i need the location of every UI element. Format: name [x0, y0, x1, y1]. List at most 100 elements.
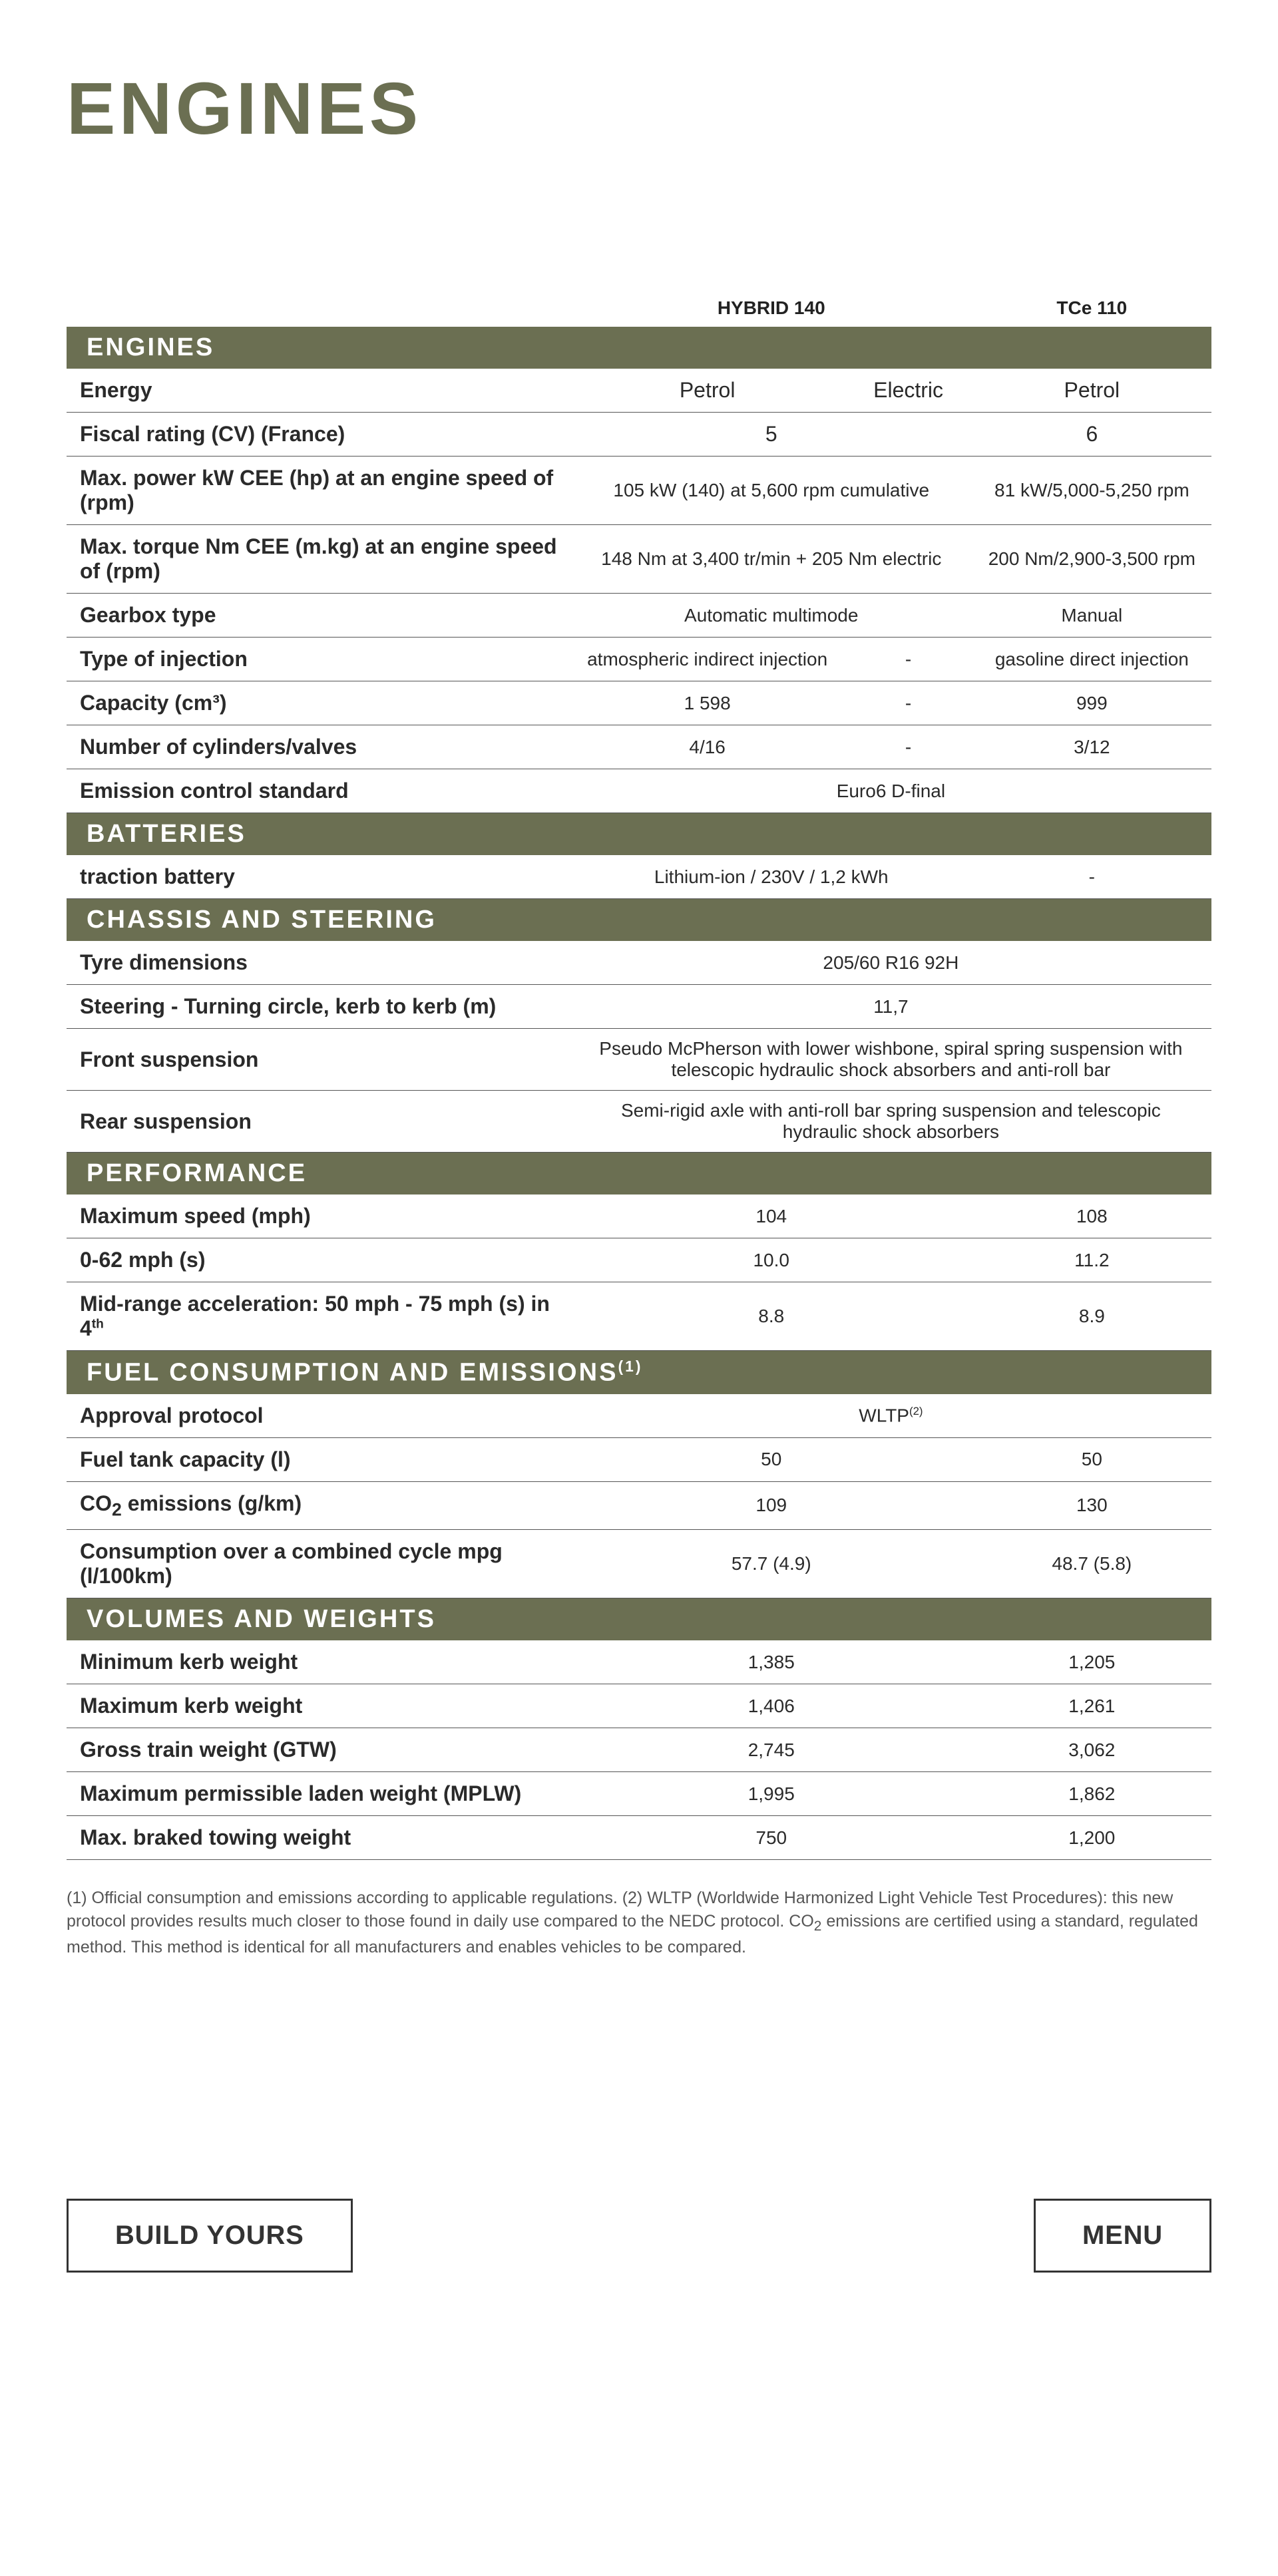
row-value: Lithium-ion / 230V / 1,2 kWh [570, 855, 972, 899]
row-value: 11.2 [972, 1238, 1211, 1282]
section-header: ENGINES [67, 327, 1211, 369]
row-value: 148 Nm at 3,400 tr/min + 205 Nm electric [570, 525, 972, 594]
row-label: Maximum permissible laden weight (MPLW) [67, 1772, 570, 1816]
row-label: Gross train weight (GTW) [67, 1728, 570, 1772]
table-row: Max. power kW CEE (hp) at an engine spee… [67, 457, 1211, 525]
section-header: FUEL CONSUMPTION AND EMISSIONS(1) [67, 1351, 1211, 1394]
section-header: VOLUMES AND WEIGHTS [67, 1598, 1211, 1641]
table-row: Fiscal rating (CV) (France)56 [67, 413, 1211, 457]
row-value: 57.7 (4.9) [570, 1530, 972, 1598]
row-value: 108 [972, 1195, 1211, 1238]
row-value: 8.8 [570, 1282, 972, 1351]
section-heading: BATTERIES [67, 813, 1211, 856]
row-label: Front suspension [67, 1029, 570, 1091]
row-value: WLTP(2) [570, 1394, 1211, 1438]
column-header-row: HYBRID 140TCe 110 [67, 284, 1211, 327]
row-value: - [844, 638, 972, 681]
row-label: Fiscal rating (CV) (France) [67, 413, 570, 457]
section-heading: FUEL CONSUMPTION AND EMISSIONS(1) [67, 1351, 1211, 1394]
row-value: Semi-rigid axle with anti-roll bar sprin… [570, 1091, 1211, 1153]
row-value: atmospheric indirect injection [570, 638, 845, 681]
footnote: (1) Official consumption and emissions a… [67, 1887, 1211, 1959]
row-label: Type of injection [67, 638, 570, 681]
row-value: 6 [972, 413, 1211, 457]
row-label: Max. braked towing weight [67, 1816, 570, 1860]
row-value: gasoline direct injection [972, 638, 1211, 681]
row-value: 200 Nm/2,900-3,500 rpm [972, 525, 1211, 594]
build-yours-button[interactable]: BUILD YOURS [67, 2199, 353, 2273]
row-value: 5 [570, 413, 972, 457]
row-value: 81 kW/5,000-5,250 rpm [972, 457, 1211, 525]
table-row: Capacity (cm³)1 598-999 [67, 681, 1211, 725]
row-value: 8.9 [972, 1282, 1211, 1351]
row-value: 1 598 [570, 681, 845, 725]
section-header: CHASSIS AND STEERING [67, 899, 1211, 942]
table-row: Maximum permissible laden weight (MPLW) 1… [67, 1772, 1211, 1816]
table-row: Tyre dimensions205/60 R16 92H [67, 941, 1211, 985]
bottom-buttons: BUILD YOURS MENU [67, 2199, 1211, 2273]
row-label: 0-62 mph (s) [67, 1238, 570, 1282]
table-row: Max. braked towing weight7501,200 [67, 1816, 1211, 1860]
row-value: 104 [570, 1195, 972, 1238]
row-value: - [844, 681, 972, 725]
row-label: Energy [67, 369, 570, 413]
row-value: Automatic multimode [570, 594, 972, 638]
row-value: 999 [972, 681, 1211, 725]
table-row: Type of injectionatmospheric indirect in… [67, 638, 1211, 681]
row-value: - [844, 725, 972, 769]
table-row: CO2 emissions (g/km)109130 [67, 1481, 1211, 1529]
table-row: Gross train weight (GTW)2,7453,062 [67, 1728, 1211, 1772]
row-value: 205/60 R16 92H [570, 941, 1211, 985]
table-row: Maximum speed (mph)104108 [67, 1195, 1211, 1238]
row-label: Consumption over a combined cycle mpg (l… [67, 1530, 570, 1598]
column-header-2: TCe 110 [972, 284, 1211, 327]
row-value: 50 [570, 1437, 972, 1481]
row-label: Max. torque Nm CEE (m.kg) at an engine s… [67, 525, 570, 594]
row-value: 4/16 [570, 725, 845, 769]
spec-table: HYBRID 140TCe 110ENGINESEnergyPetrolElec… [67, 284, 1211, 1860]
row-label: traction battery [67, 855, 570, 899]
section-header: PERFORMANCE [67, 1153, 1211, 1195]
row-value: 1,862 [972, 1772, 1211, 1816]
row-value: 109 [570, 1481, 972, 1529]
table-row: Max. torque Nm CEE (m.kg) at an engine s… [67, 525, 1211, 594]
row-label: Mid-range acceleration: 50 mph - 75 mph … [67, 1282, 570, 1351]
row-label: Fuel tank capacity (l) [67, 1437, 570, 1481]
table-row: Gearbox typeAutomatic multimodeManual [67, 594, 1211, 638]
row-value: 3,062 [972, 1728, 1211, 1772]
table-row: EnergyPetrolElectricPetrol [67, 369, 1211, 413]
row-value: 1,205 [972, 1640, 1211, 1684]
row-value: 130 [972, 1481, 1211, 1529]
row-value: 11,7 [570, 985, 1211, 1029]
table-row: Rear suspensionSemi-rigid axle with anti… [67, 1091, 1211, 1153]
row-value: - [972, 855, 1211, 899]
row-label: Minimum kerb weight [67, 1640, 570, 1684]
row-value: 1,385 [570, 1640, 972, 1684]
table-row: Number of cylinders/valves4/16-3/12 [67, 725, 1211, 769]
row-value: 1,200 [972, 1816, 1211, 1860]
row-value: Euro6 D-final [570, 769, 1211, 813]
column-header-blank [67, 284, 570, 327]
table-row: Approval protocolWLTP(2) [67, 1394, 1211, 1438]
row-label: Approval protocol [67, 1394, 570, 1438]
table-row: Consumption over a combined cycle mpg (l… [67, 1530, 1211, 1598]
table-row: 0-62 mph (s)10.011.2 [67, 1238, 1211, 1282]
row-label: CO2 emissions (g/km) [67, 1481, 570, 1529]
row-value: 10.0 [570, 1238, 972, 1282]
row-label: Maximum speed (mph) [67, 1195, 570, 1238]
section-heading: PERFORMANCE [67, 1153, 1211, 1195]
row-value: 750 [570, 1816, 972, 1860]
section-heading: VOLUMES AND WEIGHTS [67, 1598, 1211, 1641]
row-value: 50 [972, 1437, 1211, 1481]
row-label: Gearbox type [67, 594, 570, 638]
table-row: Fuel tank capacity (l)5050 [67, 1437, 1211, 1481]
menu-button[interactable]: MENU [1034, 2199, 1211, 2273]
table-row: Maximum kerb weight1,4061,261 [67, 1684, 1211, 1728]
row-value: 48.7 (5.8) [972, 1530, 1211, 1598]
table-row: Steering - Turning circle, kerb to kerb … [67, 985, 1211, 1029]
table-row: Emission control standardEuro6 D-final [67, 769, 1211, 813]
row-label: Number of cylinders/valves [67, 725, 570, 769]
row-label: Capacity (cm³) [67, 681, 570, 725]
section-heading: CHASSIS AND STEERING [67, 899, 1211, 942]
table-row: traction batteryLithium-ion / 230V / 1,2… [67, 855, 1211, 899]
